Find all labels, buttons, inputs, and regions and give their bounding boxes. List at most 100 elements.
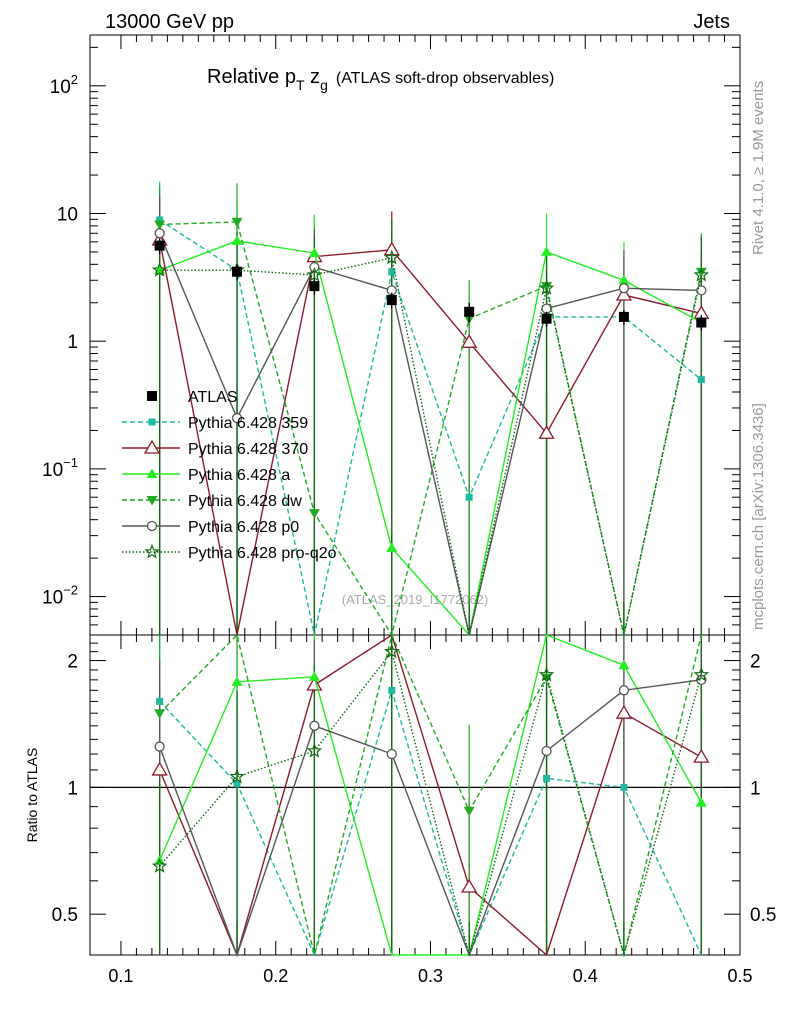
ratio-point [233, 780, 241, 788]
y-tick-label: 1 [67, 332, 78, 353]
legend-label: Pythia 6.428 p0 [188, 519, 299, 536]
series-point [306, 266, 323, 282]
mcplots-label: mcplots.cern.ch [arXiv:1306.3436] [750, 403, 767, 630]
ratio-axis-label: Ratio to ATLAS [24, 748, 40, 843]
ratio-line-5 [159, 650, 702, 958]
ratio-y-tick-label-right: 1 [750, 778, 761, 799]
atlas-point [541, 313, 552, 324]
ratio-y-tick-label-right: 2 [750, 652, 761, 673]
series-line-4 [158, 233, 702, 636]
ratio-point [308, 671, 320, 681]
ratio-line-1 [158, 633, 702, 958]
series-line-1 [158, 239, 702, 636]
legend-label: Pythia 6.428 359 [188, 415, 308, 432]
series-point [383, 241, 400, 256]
ratio-y-tick-label: 1 [67, 778, 78, 799]
series-point [618, 283, 630, 294]
ratio-y-tick-label: 0.5 [52, 905, 78, 926]
series-point [231, 217, 243, 228]
series-point [697, 376, 705, 384]
series-point [538, 424, 555, 439]
series-point [384, 249, 400, 265]
series-line-0 [159, 219, 702, 636]
ratio-point [154, 709, 166, 719]
x-tick-label: 0.4 [573, 966, 598, 986]
legend-label: Pythia 6.428 a [188, 467, 290, 484]
series-point [618, 274, 630, 285]
ratio-point [695, 797, 707, 807]
ratio-point [156, 697, 164, 705]
series-point [696, 285, 707, 296]
series-point [388, 268, 396, 276]
series-line-2 [159, 240, 702, 637]
legend-label: Pythia 6.428 pro-q2o [188, 545, 337, 562]
ratio-point [620, 783, 628, 791]
x-tick-label: 0.5 [727, 966, 752, 986]
plot-title: Relative pT zg (ATLAS soft-drop observabl… [207, 66, 554, 93]
ratio-point [538, 666, 555, 682]
legend-marker [146, 496, 158, 506]
series-point [541, 303, 552, 314]
legend-marker [144, 543, 160, 559]
series-point [461, 334, 478, 348]
ratio-y-tick-label-right: 0.5 [750, 905, 776, 926]
atlas-point [618, 311, 629, 322]
ratio-point [154, 741, 165, 752]
series-point [231, 235, 243, 245]
legend-marker [146, 520, 158, 532]
series-point [465, 493, 473, 501]
legend-marker [148, 418, 156, 426]
ratio-point [463, 806, 475, 817]
ratio-point [388, 686, 396, 694]
ratio-point [693, 748, 710, 763]
series-point [231, 412, 243, 424]
series-point [386, 542, 398, 553]
ratio-point [151, 761, 168, 776]
atlas-point [154, 240, 165, 251]
x-tick-label: 0.3 [418, 966, 443, 986]
legend-marker [146, 468, 158, 478]
ratio-point [151, 858, 168, 873]
ratio-point [618, 659, 630, 670]
analysis-watermark: (ATLAS_2019_I1772062) [342, 592, 488, 607]
series-line-5 [159, 256, 702, 636]
rivet-label: Rivet 4.1.0, ≥ 1.9M events [750, 81, 767, 255]
series-point [538, 280, 555, 295]
series-point [151, 262, 168, 277]
y-tick-label: 10 [57, 204, 78, 225]
ratio-point [693, 666, 710, 682]
legend-label: Pythia 6.428 dw [188, 493, 302, 510]
atlas-point [309, 281, 320, 292]
ratio-y-tick-label: 2 [67, 652, 78, 673]
series-point [154, 220, 166, 231]
series-point [154, 228, 165, 239]
series-point [693, 266, 710, 282]
ratio-point [229, 768, 245, 784]
ratio-point [696, 674, 707, 685]
ratio-line-0 [159, 687, 702, 958]
legend-marker [147, 391, 157, 401]
atlas-point [696, 317, 707, 328]
ratio-point [231, 676, 243, 686]
atlas-point [464, 306, 475, 317]
ratio-line-2 [158, 634, 702, 956]
ratio-point [309, 720, 320, 731]
ratio-point [384, 643, 400, 659]
series-point [541, 282, 553, 292]
ratio-point [541, 745, 552, 757]
ratio-point [543, 774, 551, 782]
x-tick-label: 0.2 [263, 966, 288, 986]
legend-label: Pythia 6.428 370 [188, 441, 308, 458]
ratio-line-4 [158, 679, 702, 958]
header-jets-label: Jets [693, 11, 730, 33]
ratio-point [461, 878, 478, 893]
ratio-point [386, 748, 397, 760]
series-point [156, 216, 164, 224]
legend-marker [143, 439, 161, 454]
y-tick-label: 10−2 [42, 583, 78, 609]
series-point [308, 509, 320, 519]
y-tick-label: 102 [50, 72, 78, 98]
x-tick-label: 0.1 [108, 966, 133, 986]
ratio-point [615, 704, 633, 719]
